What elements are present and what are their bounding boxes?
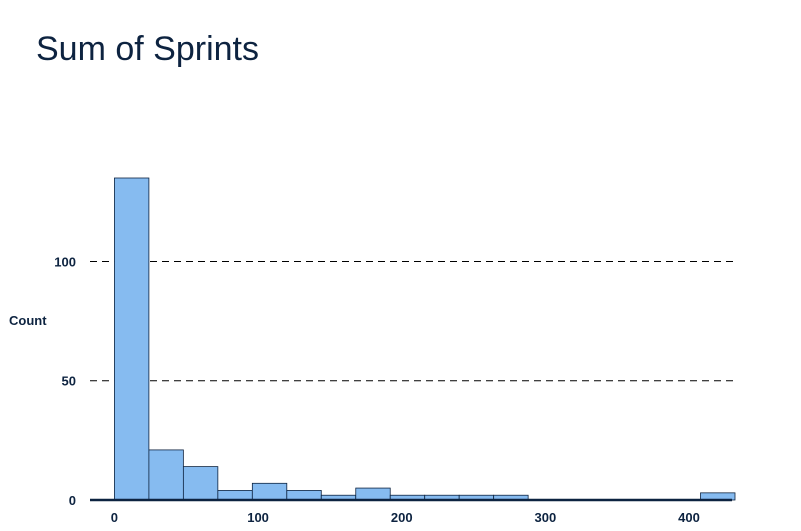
histogram-bar <box>148 449 184 501</box>
gridlines <box>90 260 735 382</box>
x-tick-label: 0 <box>111 510 118 525</box>
bars <box>114 177 736 501</box>
histogram-bar <box>286 490 322 501</box>
y-tick-label: 100 <box>54 254 76 269</box>
histogram-bar <box>251 482 288 501</box>
axes: 0 50 100 0 100 200 300 400 <box>54 254 732 525</box>
histogram-bar <box>182 466 219 501</box>
y-axis-label: Count <box>9 313 47 328</box>
histogram-bar <box>355 487 391 501</box>
x-tick-label: 200 <box>391 510 413 525</box>
x-tick-label: 100 <box>247 510 269 525</box>
x-tick-label: 300 <box>535 510 557 525</box>
chart-title: Sum of Sprints <box>36 30 259 68</box>
y-tick-label: 0 <box>69 493 76 508</box>
x-tick-label: 400 <box>678 510 700 525</box>
histogram-bar <box>217 490 253 501</box>
y-tick-label: 50 <box>62 374 76 389</box>
histogram-bar <box>114 177 150 501</box>
